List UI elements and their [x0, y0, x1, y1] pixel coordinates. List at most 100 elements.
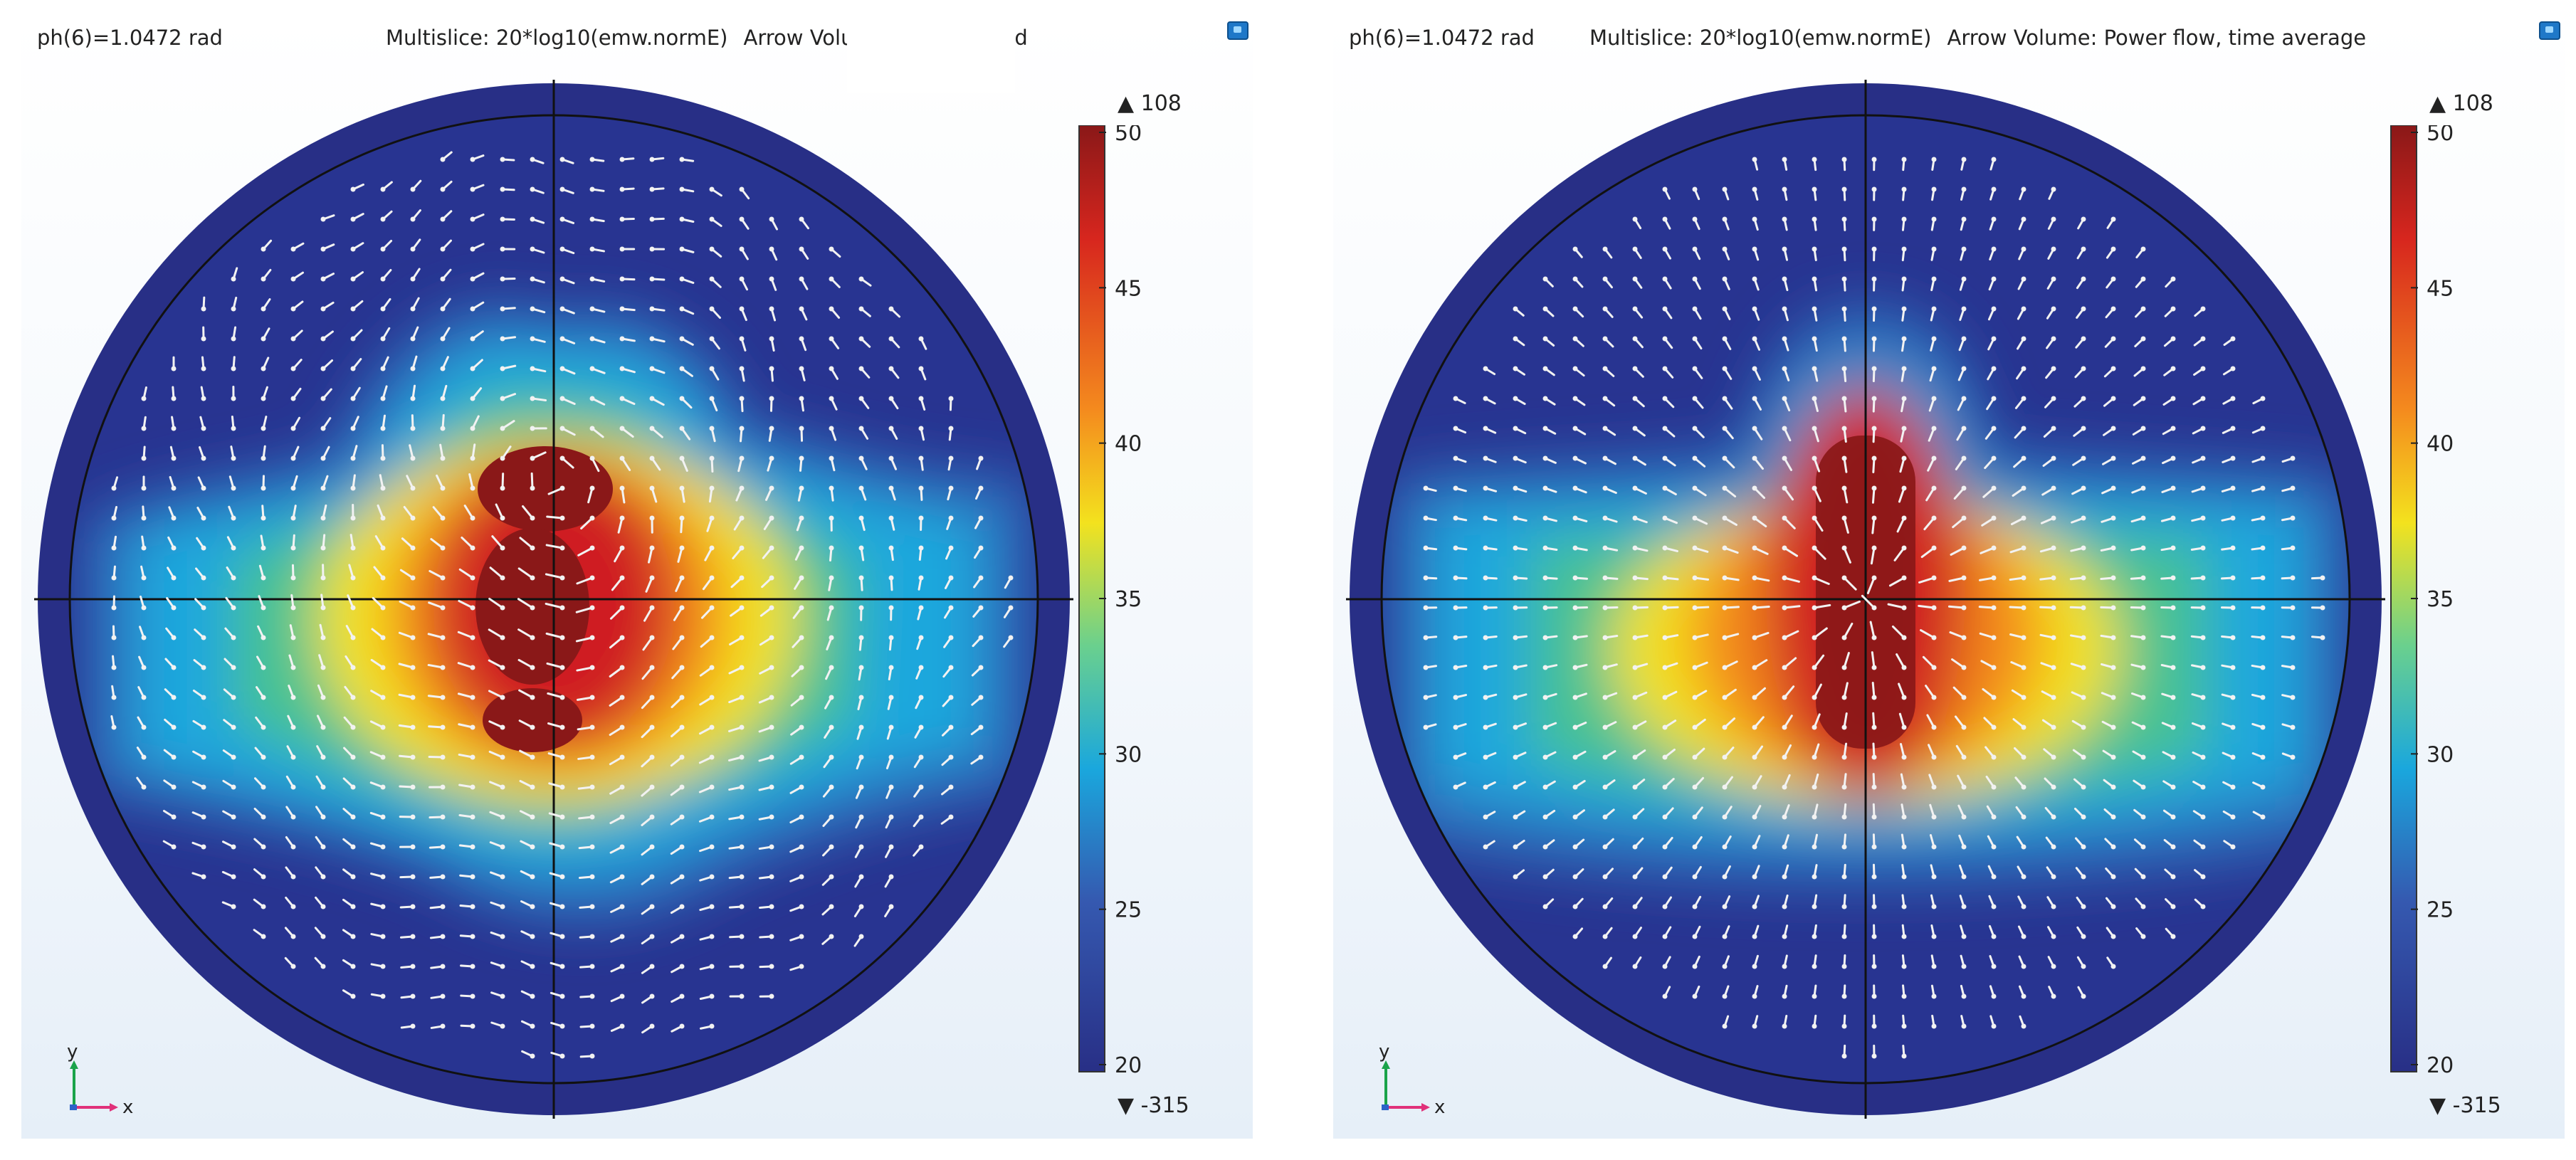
field-arrow-tail	[290, 934, 296, 939]
field-arrow-tail	[619, 186, 625, 192]
field-arrow-tail	[1752, 336, 1757, 342]
field-arrow-tail	[1871, 993, 1877, 999]
field-arrow-tail	[739, 814, 745, 820]
field-arrow-tail	[1901, 366, 1907, 371]
field-arrow-tail	[2200, 724, 2206, 730]
field-arrow-tail	[888, 575, 894, 581]
field-arrow	[1861, 594, 1876, 609]
field-arrow-tail	[739, 186, 745, 192]
field-arrow-tail	[2021, 635, 2026, 640]
field-arrow-tail	[589, 336, 595, 342]
plot-title: Multislice: 20*log10(emw.normE)Arrow Vol…	[1589, 26, 2366, 50]
field-arrow-tail	[829, 754, 834, 760]
field-arrow-tail	[320, 396, 326, 401]
field-arrow-tail	[2021, 904, 2026, 909]
field-arrow-tail	[1901, 306, 1907, 312]
field-arrow-tail	[679, 665, 685, 670]
field-arrow-tail	[1542, 545, 1548, 551]
field-arrow-tail	[500, 874, 505, 880]
field-arrow-tail	[769, 754, 774, 760]
field-arrow-tail	[709, 814, 715, 820]
field-arrow-tail	[231, 844, 236, 850]
field-arrow-tail	[1662, 485, 1668, 491]
field-arrow-tail	[1632, 874, 1638, 880]
field-arrow-tail	[1542, 485, 1548, 491]
field-arrow-tail	[1722, 844, 1728, 850]
view-icon[interactable]	[1227, 21, 1248, 40]
field-arrow-tail	[201, 814, 206, 820]
field-arrow-tail	[829, 575, 834, 581]
field-arrow-tail	[1841, 724, 1847, 730]
field-arrow-tail	[1722, 216, 1728, 222]
field-arrow-tail	[350, 426, 356, 431]
field-arrow-tail	[2021, 485, 2026, 491]
field-arrow-tail	[530, 426, 535, 431]
field-arrow-tail	[1602, 366, 1608, 371]
field-arrow-tail	[1752, 635, 1757, 640]
field-arrow-tail	[619, 575, 625, 581]
field-arrow-tail	[1483, 724, 1488, 730]
field-arrow-tail	[1662, 575, 1668, 581]
field-arrow-tail	[769, 784, 774, 790]
field-arrow-tail	[1931, 157, 1937, 162]
field-arrow-tail	[679, 216, 685, 222]
field-plot[interactable]	[1346, 80, 2385, 1119]
field-arrow-tail	[1662, 784, 1668, 790]
field-arrow-tail	[1722, 575, 1728, 581]
field-arrow-tail	[1812, 575, 1817, 581]
field-arrow-tail	[1542, 336, 1548, 342]
field-arrow-tail	[799, 964, 804, 969]
field-arrow-tail	[201, 366, 206, 371]
field-arrow-tail	[1752, 426, 1757, 431]
field-arrow-tail	[1812, 276, 1817, 282]
field-arrow-tail	[530, 754, 535, 760]
field-arrow-tail	[2051, 396, 2056, 401]
field-plot[interactable]	[34, 80, 1073, 1119]
field-arrow-tail	[2200, 844, 2206, 850]
field-arrow-tail	[1991, 964, 1997, 969]
field-arrow-tail	[649, 396, 655, 401]
view-icon[interactable]	[2539, 21, 2560, 40]
field-arrow-tail	[1931, 695, 1937, 700]
field-arrow-tail	[978, 724, 984, 730]
field-arrow-tail	[589, 605, 595, 611]
field-arrow-tail	[290, 515, 296, 521]
field-arrow-tail	[799, 904, 804, 909]
field-arrow-tail	[1692, 455, 1698, 461]
field-arrow-tail	[2260, 635, 2266, 640]
field-arrow-tail	[410, 874, 416, 880]
field-arrow-tail	[709, 1023, 715, 1029]
field-arrow-tail	[829, 874, 834, 880]
field-arrow-tail	[2200, 336, 2206, 342]
field-arrow-tail	[799, 366, 804, 371]
field-arrow-tail	[948, 665, 954, 670]
field-arrow-tail	[1722, 993, 1728, 999]
field-arrow-tail	[1513, 366, 1518, 371]
field-arrow-tail	[679, 934, 685, 939]
field-arrow-tail	[2081, 724, 2086, 730]
field-arrow-tail	[1483, 396, 1488, 401]
field-arrow-tail	[739, 276, 745, 282]
field-arrow-tail	[2081, 964, 2086, 969]
field-arrow-tail	[410, 216, 416, 222]
field-arrow-tail	[410, 426, 416, 431]
field-arrow-tail	[858, 695, 864, 700]
field-arrow-tail	[1513, 784, 1518, 790]
field-arrow-tail	[1871, 784, 1877, 790]
field-arrow-tail	[619, 396, 625, 401]
field-arrow-tail	[978, 455, 984, 461]
field-arrow-tail	[1602, 934, 1608, 939]
field-arrow-tail	[918, 784, 924, 790]
field-arrow-tail	[679, 186, 685, 192]
field-arrow-tail	[2260, 485, 2266, 491]
field-arrow-tail	[1423, 724, 1429, 730]
field-arrow-tail	[1782, 754, 1787, 760]
field-arrow-tail	[350, 904, 356, 909]
field-arrow-tail	[1752, 695, 1757, 700]
field-arrow-tail	[559, 485, 565, 491]
field-arrow-tail	[1961, 605, 1967, 611]
field-arrow-tail	[1602, 306, 1608, 312]
field-arrow-tail	[231, 515, 236, 521]
field-arrow-tail	[1782, 216, 1787, 222]
field-arrow-tail	[1841, 844, 1847, 850]
